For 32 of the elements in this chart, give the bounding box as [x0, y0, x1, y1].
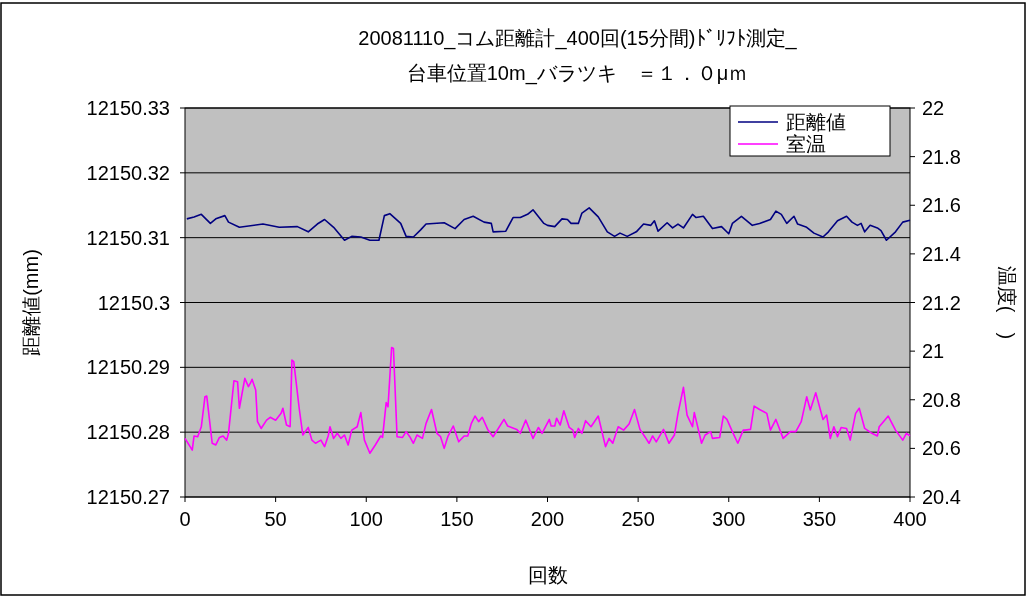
x-tick-label: 350 [802, 508, 837, 530]
y2-tick-label: 20.8 [922, 388, 961, 411]
y2-tick-label: 21.2 [922, 291, 961, 314]
y-tick-label: 12150.29 [86, 356, 170, 379]
y-tick-label: 12150.31 [86, 226, 170, 249]
y2-tick-label: 20.4 [922, 486, 961, 508]
legend-label: 室温 [786, 133, 826, 155]
x-tick-label: 250 [621, 508, 655, 530]
y2-tick-label: 21.8 [922, 145, 961, 168]
x-tick-label: 200 [530, 508, 565, 530]
y-axis-title: 距離値(mm) [20, 249, 42, 356]
x-tick-label: 0 [179, 508, 191, 530]
x-tick-label: 150 [440, 508, 474, 530]
x-tick-label: 50 [264, 508, 287, 530]
y-tick-label: 12150.28 [86, 421, 170, 444]
x-tick-label: 300 [712, 508, 746, 530]
legend-label: 距離値 [786, 111, 846, 133]
y2-tick-label: 20.6 [922, 437, 961, 460]
chart-subtitle: 台車位置10m_バラツキ ＝１．０μｍ [406, 62, 749, 85]
y2-tick-label: 21.6 [922, 194, 961, 217]
x-tick-label: 100 [349, 508, 383, 530]
y-tick-label: 12150.27 [86, 486, 170, 508]
chart-title: 20081110_コム距離計_400回(15分間)ﾄﾞﾘﾌﾄ測定_ [358, 27, 798, 50]
x-axis-title: 回数 [527, 564, 568, 586]
y-tick-label: 12150.33 [86, 97, 170, 119]
x-tick-label: 400 [893, 508, 927, 530]
y2-tick-label: 21 [922, 340, 945, 363]
y2-axis-title: 温度( ) [996, 265, 1018, 340]
y-tick-label: 12150.32 [86, 161, 170, 184]
y2-tick-label: 21.4 [922, 242, 961, 265]
y2-tick-label: 22 [922, 97, 945, 119]
y-tick-label: 12150.3 [97, 291, 170, 314]
